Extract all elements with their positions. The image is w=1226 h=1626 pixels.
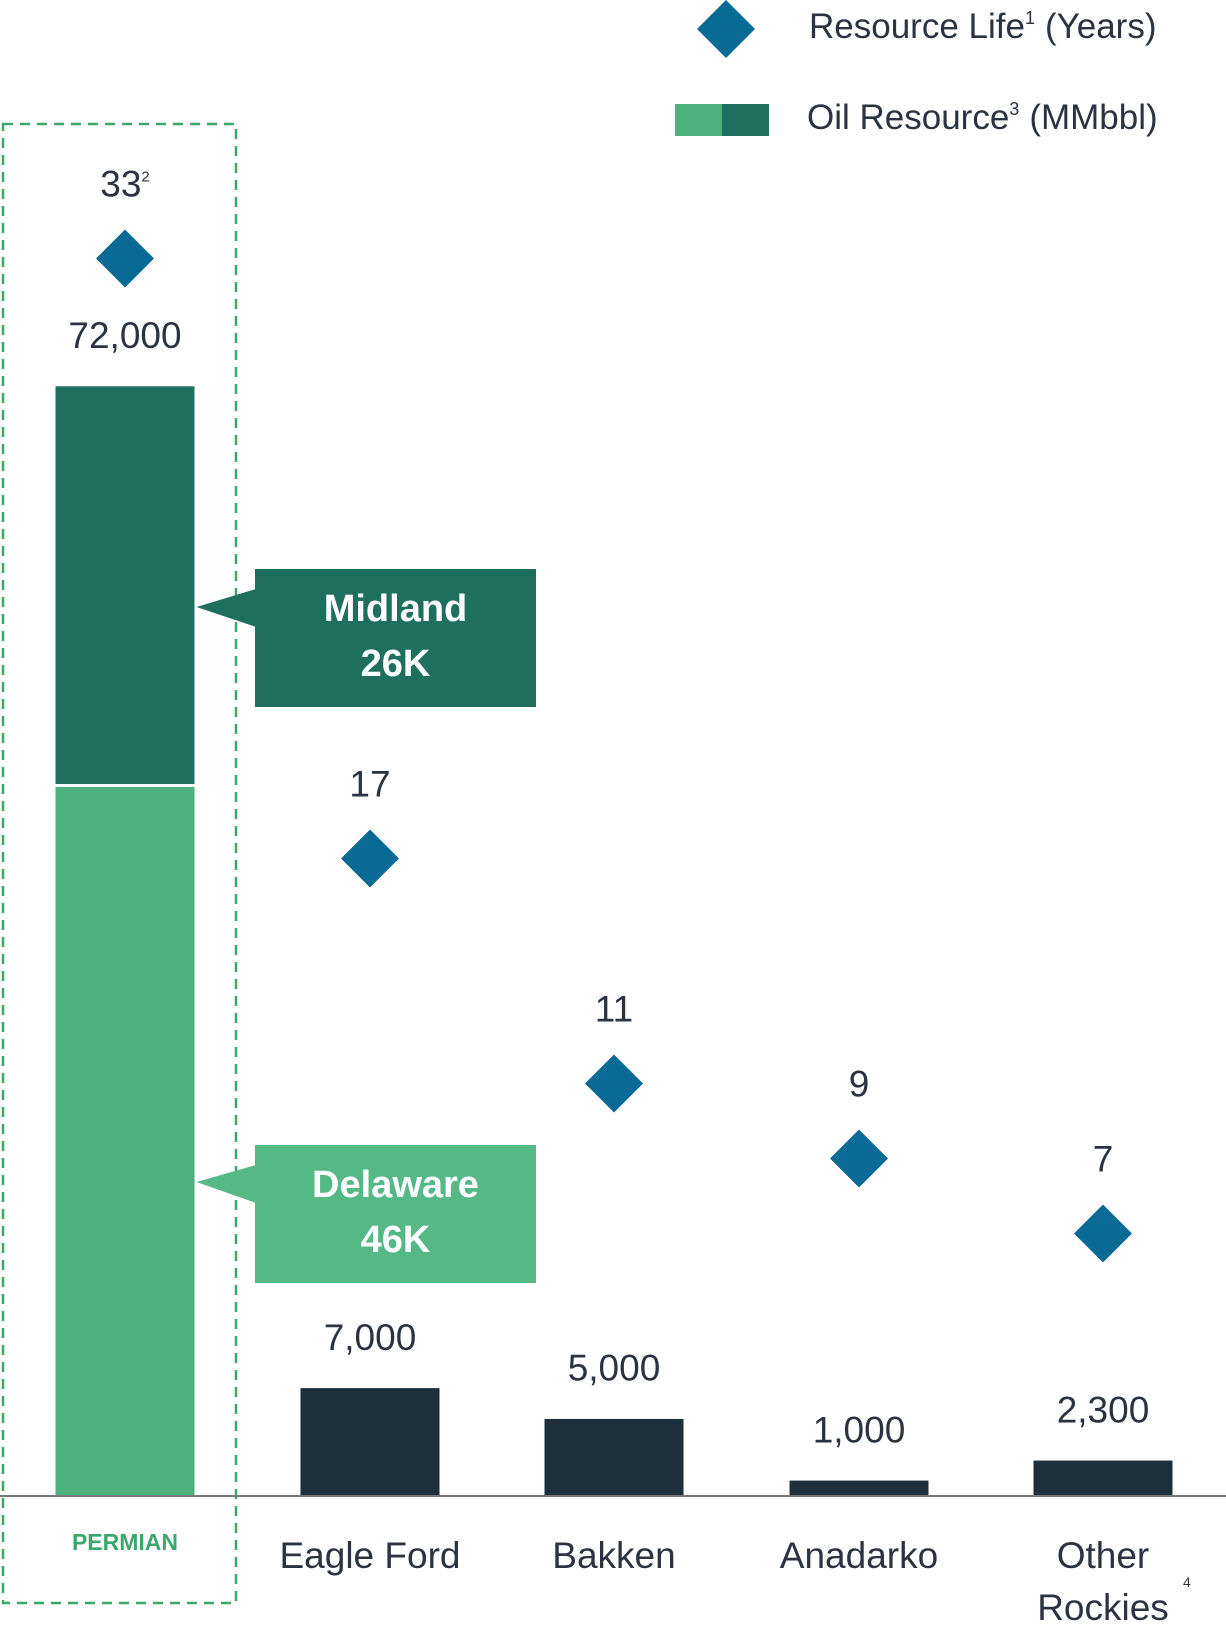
diamond-label: 332 <box>100 163 150 204</box>
diamond-marker <box>341 829 399 888</box>
callout-box <box>255 1145 536 1283</box>
x-tick-label: Bakken <box>552 1535 676 1576</box>
legend-diamond <box>697 0 755 58</box>
bar <box>544 1418 684 1496</box>
value-note: 2 <box>141 169 149 186</box>
callout-name: Midland <box>324 588 468 630</box>
x-tick-label: Eagle Ford <box>279 1535 461 1576</box>
value-label: 2,300 <box>1057 1389 1150 1430</box>
callout-pointer <box>196 1165 256 1203</box>
legend-label: Resource Life <box>809 7 1025 46</box>
x-tick-label: Other Rockies <box>1037 1535 1169 1626</box>
callout-value: 46K <box>361 1219 431 1261</box>
value-label: 72,000 <box>68 315 181 356</box>
diamond-label: 11 <box>595 988 633 1029</box>
value-label: 9 <box>849 1063 870 1104</box>
legend-swatch <box>722 104 769 136</box>
highlight-box <box>1 122 238 1605</box>
legend-swatch <box>675 104 722 136</box>
callout-box <box>255 569 536 707</box>
legend-life: Resource Life1 (Years) <box>809 7 1157 46</box>
value-label: 7 <box>1093 1138 1114 1179</box>
callout-pointer <box>196 589 256 627</box>
bar-segment <box>55 787 195 1496</box>
value-label: 7,000 <box>324 1317 417 1358</box>
diamond-label: 7 <box>1093 1138 1114 1179</box>
category-note: 4 <box>1183 1574 1191 1590</box>
value-label: 1,000 <box>813 1409 906 1450</box>
callout-value: 26K <box>361 643 431 685</box>
bar <box>1033 1460 1173 1496</box>
value-label: 33 <box>100 163 141 204</box>
diamond-marker <box>96 229 154 288</box>
bar-segment <box>55 386 195 785</box>
legend-note: 3 <box>1009 99 1019 119</box>
value-label: 5,000 <box>568 1348 661 1389</box>
x-tick-label: Anadarko <box>779 1535 939 1576</box>
value-label: 11 <box>595 988 633 1029</box>
bar <box>789 1480 929 1496</box>
diamond-marker <box>585 1054 643 1113</box>
diamond-label: 17 <box>349 763 390 804</box>
legend-label: Oil Resource <box>807 98 1009 137</box>
legend-note: 1 <box>1025 8 1035 28</box>
callout-name: Delaware <box>312 1164 479 1206</box>
legend-oil: Oil Resource3 (MMbbl) <box>807 98 1158 137</box>
diamond-label: 9 <box>849 1063 870 1104</box>
legend-unit: (MMbbl) <box>1029 98 1157 137</box>
legend-unit: (Years) <box>1045 7 1157 46</box>
x-tick-label: PERMIAN <box>71 1529 179 1555</box>
bar <box>300 1388 440 1496</box>
diamond-marker <box>1074 1204 1132 1263</box>
value-label: 17 <box>349 763 390 804</box>
diamond-marker <box>830 1129 888 1188</box>
